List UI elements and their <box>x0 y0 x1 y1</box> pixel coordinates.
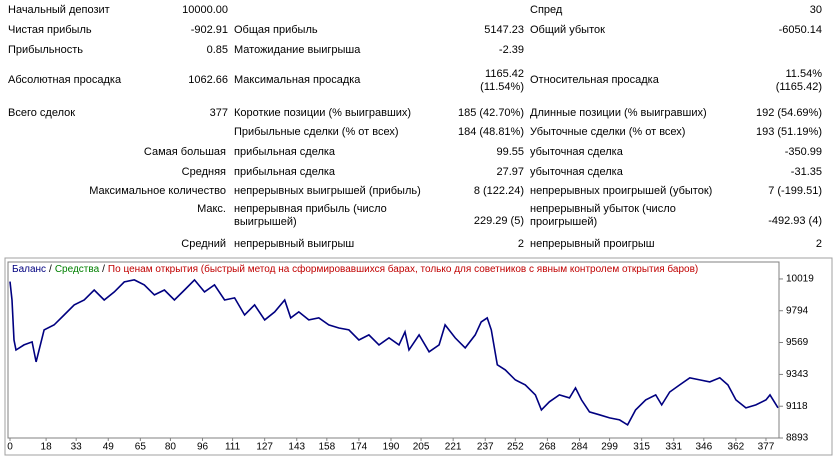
report-label: Матожидание выигрыша <box>234 44 361 56</box>
report-value: 10000.00 <box>182 4 228 16</box>
x-tick-label: 237 <box>477 442 494 453</box>
report-label: убыточная сделка <box>530 166 623 178</box>
balance-line <box>9 278 779 427</box>
report-label: непрерывных проигрышей (убыток) <box>530 185 713 197</box>
x-tick-label: 190 <box>383 442 400 453</box>
report-label: Макс. <box>197 203 226 215</box>
x-tick-label: 205 <box>413 442 430 453</box>
x-tick-label: 284 <box>571 442 588 453</box>
report-value: 193 (51.19%) <box>755 126 822 138</box>
report-value: 8 (122.24) <box>473 185 524 197</box>
report-value: -2.39 <box>498 44 524 56</box>
x-tick-label: 111 <box>225 442 241 453</box>
report-label: Максимальная просадка <box>234 74 361 86</box>
report-value: 2 <box>815 238 822 250</box>
report-label: Спред <box>530 4 563 16</box>
report-label: убыточная сделка <box>530 146 623 158</box>
report-value: 185 (42.70%) <box>457 107 524 119</box>
report-label: непрерывный проигрыш <box>530 238 655 250</box>
report-label: Прибыльные сделки (% от всех) <box>234 126 399 138</box>
report-value: -492.93 (4) <box>768 215 822 227</box>
report-value: -31.35 <box>790 166 822 178</box>
report-value: 7 (-199.51) <box>768 185 822 197</box>
y-tick-label: 9343 <box>786 369 809 380</box>
x-tick-label: 331 <box>665 442 682 453</box>
x-tick-label: 362 <box>728 442 745 453</box>
report-value: 99.55 <box>496 146 524 158</box>
y-tick-label: 9569 <box>786 337 809 348</box>
x-tick-label: 65 <box>135 442 147 453</box>
report-value: 1165.42 (11.54%) <box>480 68 524 93</box>
y-tick-label: 9794 <box>786 305 809 316</box>
report-label: Средняя <box>181 166 226 178</box>
x-tick-label: 49 <box>103 442 115 453</box>
report-label: прибыльная сделка <box>234 146 336 158</box>
report-value: 0.85 <box>206 44 228 56</box>
x-tick-label: 33 <box>71 442 83 453</box>
x-tick-label: 18 <box>41 442 53 453</box>
legend-separator: / <box>102 264 105 275</box>
report-value: 184 (48.81%) <box>457 126 524 138</box>
report-label: Длинные позиции (% выигравших) <box>530 107 707 119</box>
report-label: Чистая прибыль <box>8 24 92 36</box>
x-tick-label: 143 <box>288 442 305 453</box>
report-value: 27.97 <box>496 166 524 178</box>
legend: Баланс / Средства / По ценам открытия (быстр… <box>12 263 698 275</box>
x-tick-label: 221 <box>445 442 462 453</box>
report-value: 2 <box>517 238 524 250</box>
report-value: 5147.23 <box>484 24 524 36</box>
report-label: Короткие позиции (% выигравших) <box>234 107 412 119</box>
report-table: Начальный депозит 10000.00 Спред 30 Чистая п… <box>8 4 822 250</box>
report-value: 1062.66 <box>188 74 228 86</box>
legend-entry: Баланс <box>12 264 46 275</box>
report-value: 30 <box>809 4 822 16</box>
x-tick-label: 127 <box>256 442 273 453</box>
report-value: -6050.14 <box>778 24 822 36</box>
x-tick-label: 299 <box>601 442 618 453</box>
report-label: Абсолютная просадка <box>8 74 122 86</box>
report-value: 11.54% (1165.42) <box>775 68 822 93</box>
x-tick-label: 252 <box>507 442 524 453</box>
report-label: непрерывный убыток (число проигрышей) <box>530 203 676 228</box>
report-label: непрерывный выигрыш <box>234 238 355 250</box>
report-label: прибыльная сделка <box>234 166 336 178</box>
x-tick-label: 377 <box>758 442 775 453</box>
y-tick-label: 8893 <box>786 433 809 444</box>
report-label: Начальный депозит <box>8 4 110 16</box>
x-tick-label: 268 <box>539 442 556 453</box>
y-tick-label: 9118 <box>786 401 808 412</box>
x-tick-label: 96 <box>197 442 209 453</box>
x-tick-label: 315 <box>633 442 650 453</box>
x-tick-label: 346 <box>695 442 712 453</box>
report-label: непрерывная прибыль (число выигрышей) <box>234 203 387 228</box>
report-label: непрерывных выигрышей (прибыль) <box>234 185 421 197</box>
report-label: Максимальное количество <box>89 185 226 197</box>
report-label: Относительная просадка <box>530 74 659 86</box>
legend-note: По ценам открытия (быстрый метод на сфор… <box>108 263 698 275</box>
report-value: 192 (54.69%) <box>755 107 822 119</box>
legend-entry: Средства <box>55 264 100 275</box>
x-tick-label: 174 <box>351 442 368 453</box>
report-label: Самая большая <box>143 146 226 158</box>
plot-area <box>7 261 780 439</box>
report-label: Всего сделок <box>8 107 76 119</box>
report-label: Общий убыток <box>530 24 605 36</box>
report-value: 377 <box>209 107 228 119</box>
report-value: -350.99 <box>784 146 822 158</box>
report-label: Общая прибыль <box>234 24 318 36</box>
legend-separator: / <box>49 264 52 275</box>
report-label: Убыточные сделки (% от всех) <box>530 126 686 138</box>
x-tick-label: 158 <box>318 442 335 453</box>
x-tick-label: 80 <box>165 442 177 453</box>
x-tick-label: 0 <box>7 442 13 453</box>
y-tick-label: 10019 <box>786 274 814 285</box>
report-label: Прибыльность <box>8 44 83 56</box>
report-value: -902.91 <box>190 24 228 36</box>
report-label: Средний <box>181 238 226 250</box>
report-value: 229.29 (5) <box>473 215 524 227</box>
